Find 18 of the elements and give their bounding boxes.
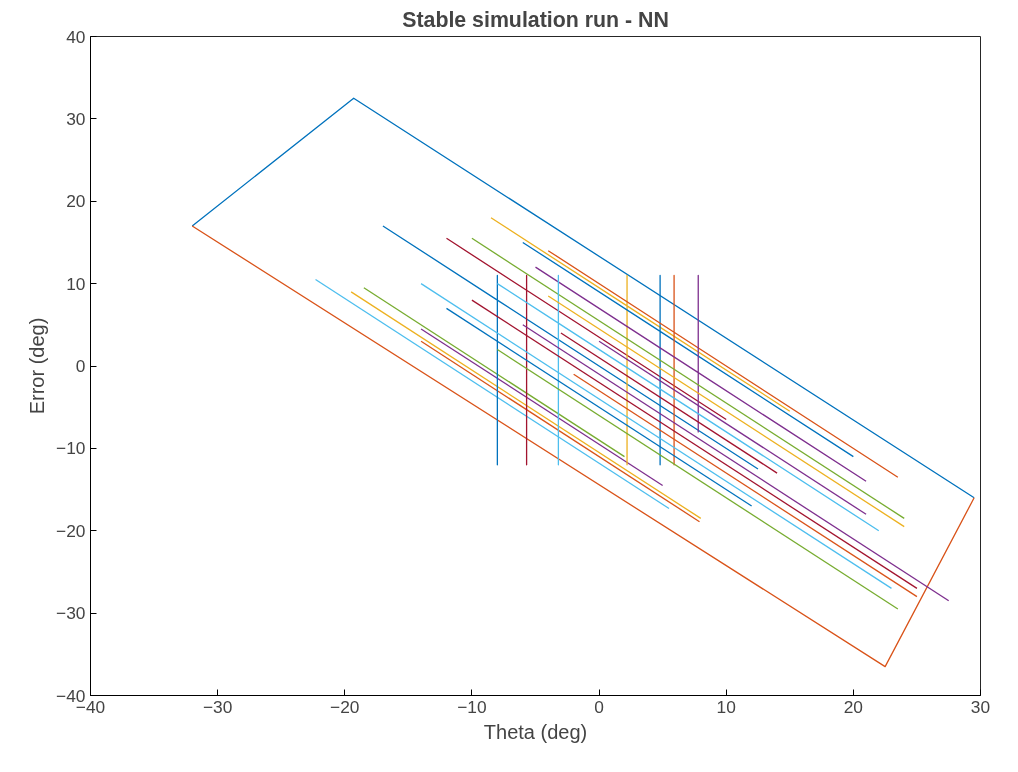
chart-title: Stable simulation run - NN: [402, 7, 669, 32]
y-tick-label: 20: [66, 191, 86, 212]
x-tick-label: −30: [202, 696, 233, 717]
y-tick-label: 0: [75, 356, 86, 376]
y-axis-title: Error (deg): [26, 317, 49, 415]
x-tick-label: −10: [457, 696, 487, 717]
x-tick-label: 10: [716, 696, 736, 717]
x-tick-label: −20: [330, 696, 360, 717]
x-tick-label: 0: [594, 696, 604, 717]
y-tick-label: 40: [66, 26, 86, 47]
x-tick-label: 30: [970, 696, 991, 717]
x-tick-label: 20: [843, 696, 863, 717]
x-axis-title: Theta (deg): [483, 720, 588, 743]
y-tick-label: 10: [66, 273, 86, 294]
y-tick-label: 30: [66, 108, 86, 129]
y-tick-label: −10: [56, 438, 86, 459]
y-tick-label: −20: [56, 520, 86, 541]
y-tick-label: −30: [56, 603, 86, 624]
